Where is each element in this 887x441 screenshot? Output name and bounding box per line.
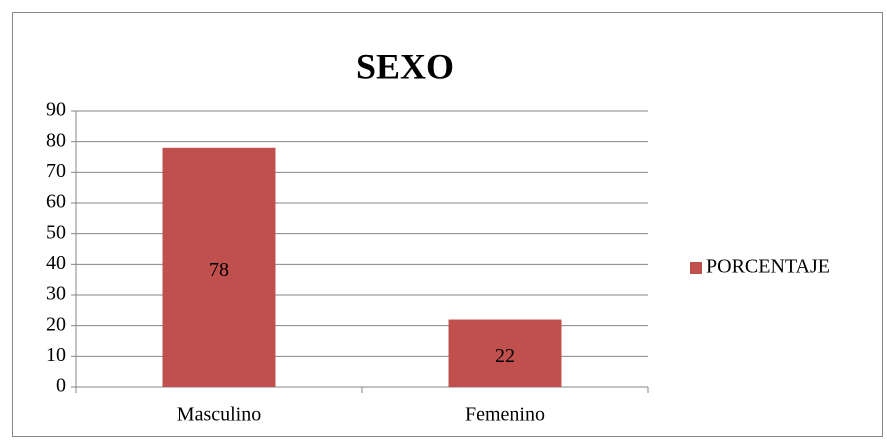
y-tick-label: 50 — [46, 221, 66, 243]
chart-title: SEXO — [356, 46, 454, 86]
x-tick-label: Femenino — [465, 404, 545, 426]
y-tick-label: 80 — [46, 129, 66, 151]
y-tick-label: 60 — [46, 191, 66, 213]
legend-swatch — [690, 262, 702, 274]
legend-label: PORCENTAJE — [706, 256, 830, 278]
y-tick-label: 0 — [56, 375, 66, 397]
y-tick-label: 90 — [46, 99, 66, 121]
bar — [162, 147, 276, 387]
y-tick-label: 20 — [46, 313, 66, 335]
bar — [448, 319, 562, 387]
y-tick-label: 70 — [46, 160, 66, 182]
y-tick-label: 40 — [46, 252, 66, 274]
chart-border — [12, 12, 883, 437]
data-label: 22 — [495, 345, 515, 367]
x-tick-label: Masculino — [177, 404, 261, 426]
data-label: 78 — [209, 259, 229, 281]
y-tick-label: 10 — [46, 344, 66, 366]
y-tick-label: 30 — [46, 283, 66, 305]
